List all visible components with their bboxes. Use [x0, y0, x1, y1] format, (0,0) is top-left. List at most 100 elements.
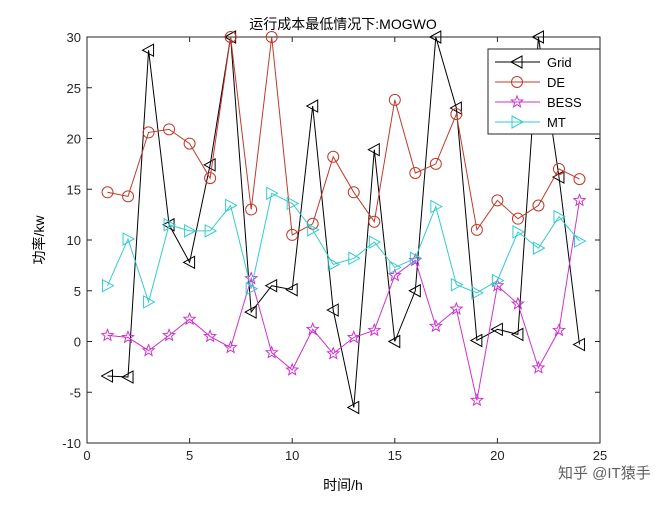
data-point-de [286, 228, 299, 241]
data-point-grid [490, 322, 503, 337]
y-tick-label: 25 [67, 81, 81, 96]
data-point-de [470, 223, 483, 236]
data-point-bess [305, 321, 320, 336]
data-point-mt [491, 273, 505, 288]
data-point-de [265, 31, 278, 43]
data-point-mt [225, 198, 238, 213]
data-point-de [368, 215, 381, 228]
data-point-grid [408, 283, 421, 298]
data-point-de [204, 172, 217, 185]
data-point-de [388, 93, 401, 106]
data-point-bess [100, 328, 115, 342]
data-point-bess [244, 271, 259, 285]
data-point-de [122, 190, 135, 203]
data-point-bess [182, 311, 197, 326]
data-point-de [429, 157, 442, 170]
legend-label: DE [547, 75, 565, 90]
data-point-grid [449, 101, 462, 115]
data-point-mt [266, 186, 279, 201]
data-point-grid [182, 255, 196, 270]
data-point-bess [469, 393, 484, 407]
data-point-mt [409, 251, 423, 266]
chart-title: 运行成本最低情况下:MOGWO [249, 16, 437, 32]
data-point-grid [141, 43, 155, 58]
y-tick-label: -5 [69, 385, 81, 400]
data-point-de [327, 150, 340, 163]
data-point-grid [469, 333, 483, 348]
data-point-de [163, 123, 176, 136]
data-point-bess [428, 318, 443, 333]
data-point-bess [141, 343, 156, 357]
data-point-mt [245, 281, 259, 296]
data-point-bess [203, 329, 218, 343]
data-point-bess [120, 330, 135, 344]
legend-marker [509, 55, 523, 69]
series-group [100, 30, 587, 415]
data-point-de [409, 167, 422, 180]
y-tick-label: 0 [74, 335, 81, 350]
data-point-grid [572, 337, 585, 352]
x-tick-label: 20 [490, 448, 504, 463]
data-point-bess [552, 322, 567, 337]
data-point-bess [346, 330, 361, 344]
data-point-mt [163, 217, 177, 232]
legend-label: MT [547, 115, 566, 130]
data-point-mt [204, 224, 218, 238]
data-point-grid [264, 278, 278, 293]
watermark: 知乎 @IT猿手 [558, 465, 651, 482]
data-point-mt [573, 234, 587, 248]
data-point-bess [223, 340, 238, 354]
data-point-bess [510, 296, 525, 310]
y-tick-label: 15 [67, 182, 81, 197]
data-point-grid [346, 400, 360, 415]
data-point-mt [143, 295, 156, 309]
data-point-grid [367, 142, 380, 157]
data-point-bess [162, 328, 177, 342]
data-point-de [450, 108, 463, 121]
data-point-de [573, 173, 586, 186]
data-point-grid [244, 305, 257, 319]
series-line-grid [107, 36, 580, 408]
data-point-de [183, 137, 196, 150]
data-point-mt [122, 232, 136, 246]
x-tick-label: 0 [83, 448, 90, 463]
legend: Grid DE BESS MT [487, 48, 601, 135]
data-point-bess [264, 345, 279, 359]
y-tick-label: 30 [67, 30, 81, 45]
series-de [101, 31, 586, 241]
data-point-bess [572, 193, 587, 207]
legend-label: Grid [547, 55, 572, 70]
data-point-bess [326, 346, 341, 360]
data-point-mt [307, 223, 320, 237]
data-point-grid [326, 303, 339, 317]
x-tick-label: 5 [186, 448, 193, 463]
data-point-mt [389, 260, 402, 275]
legend-box [487, 48, 601, 135]
y-tick-label: 5 [74, 284, 81, 299]
data-point-grid [428, 30, 442, 44]
data-point-mt [286, 196, 300, 211]
data-point-mt [327, 257, 341, 272]
data-point-de [347, 186, 360, 199]
data-point-grid [100, 369, 114, 383]
data-point-grid [387, 334, 401, 349]
data-point-de [101, 186, 114, 199]
data-point-mt [553, 209, 567, 224]
data-point-grid [120, 370, 134, 384]
data-point-bess [285, 362, 300, 376]
data-point-de [142, 126, 155, 139]
legend-marker [511, 76, 523, 88]
data-point-mt [450, 277, 464, 292]
series-mt [102, 186, 587, 309]
legend-marker [511, 115, 525, 129]
legend-label: BESS [547, 95, 582, 110]
y-axis-label: 功率/kw [31, 215, 47, 265]
data-point-mt [184, 224, 197, 238]
data-point-mt [430, 199, 443, 214]
data-point-grid [305, 99, 319, 113]
data-point-mt [532, 241, 546, 255]
data-point-grid [531, 30, 544, 44]
data-point-grid [510, 327, 524, 342]
x-axis-label: 时间/h [323, 477, 363, 493]
